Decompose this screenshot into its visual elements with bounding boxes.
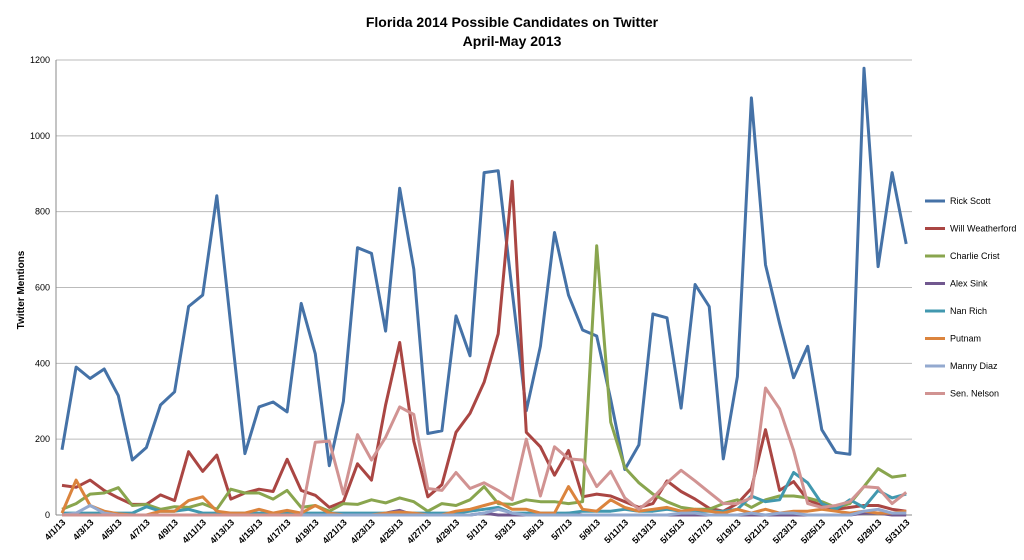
gridlines bbox=[55, 59, 912, 516]
x-tick-label: 4/21/13 bbox=[321, 517, 349, 545]
x-tick-label: 4/25/13 bbox=[377, 517, 405, 545]
x-tick-label: 4/3/13 bbox=[71, 517, 96, 542]
y-tick-label: 400 bbox=[35, 358, 50, 368]
x-tick-label: 4/29/13 bbox=[433, 517, 461, 545]
x-tick-label: 5/13/13 bbox=[630, 517, 658, 545]
series-line-rick-scott bbox=[60, 66, 908, 471]
y-tick-label: 0 bbox=[45, 510, 50, 520]
chart-subtitle: April-May 2013 bbox=[463, 33, 562, 49]
x-tick-label: 4/19/13 bbox=[292, 517, 320, 545]
x-tick-label: 5/29/13 bbox=[855, 517, 883, 545]
x-tick-label: 5/19/13 bbox=[714, 517, 742, 545]
y-tick-label: 200 bbox=[35, 434, 50, 444]
y-tick-label: 1200 bbox=[30, 55, 50, 65]
x-tick-label: 5/1/13 bbox=[465, 517, 490, 542]
x-tick-label: 5/23/13 bbox=[771, 517, 799, 545]
series-line-will-weatherford bbox=[61, 179, 907, 513]
legend: Rick Scott Will Weatherford Charlie Crist A… bbox=[925, 196, 1016, 399]
x-tick-label: 4/23/13 bbox=[349, 517, 377, 545]
x-tick-label: 5/15/13 bbox=[658, 517, 686, 545]
x-tick-label: 5/7/13 bbox=[549, 517, 574, 542]
x-tick-label: 5/11/13 bbox=[602, 517, 630, 545]
x-tick-label: 5/25/13 bbox=[799, 517, 827, 545]
series-line-charlie-crist bbox=[61, 244, 907, 513]
series-line-nan-rich bbox=[62, 471, 907, 515]
legend-entry: Rick Scott bbox=[950, 196, 991, 206]
x-tick-label: 4/9/13 bbox=[155, 517, 180, 542]
x-tick-label: 5/17/13 bbox=[686, 517, 714, 545]
x-axis-ticks: 4/1/13 4/3/13 4/5/13 4/7/13 4/9/13 4/11/13 4/1… bbox=[43, 517, 912, 545]
chart-title: Florida 2014 Possible Candidates on Twit… bbox=[366, 14, 659, 30]
x-tick-label: 4/13/13 bbox=[208, 517, 236, 545]
x-tick-label: 5/5/13 bbox=[521, 517, 546, 542]
x-tick-label: 4/5/13 bbox=[99, 517, 124, 542]
x-tick-label: 4/27/13 bbox=[405, 517, 433, 545]
legend-entry: Nan Rich bbox=[950, 306, 987, 316]
x-tick-label: 5/21/13 bbox=[743, 517, 771, 545]
legend-entry: Putnam bbox=[950, 334, 981, 344]
y-axis-ticks: 0 200 400 600 800 1000 1200 bbox=[30, 55, 50, 520]
legend-entry: Will Weatherford bbox=[950, 224, 1016, 234]
x-tick-label: 4/15/13 bbox=[236, 517, 264, 545]
legend-entry: Manny Diaz bbox=[950, 361, 998, 371]
x-tick-label: 4/1/13 bbox=[43, 517, 68, 542]
y-tick-label: 1000 bbox=[30, 131, 50, 141]
x-tick-label: 5/31/13 bbox=[883, 517, 911, 545]
y-tick-label: 800 bbox=[35, 207, 50, 217]
series-line-putnam bbox=[60, 478, 907, 517]
x-tick-label: 4/11/13 bbox=[180, 517, 208, 545]
x-tick-label: 5/9/13 bbox=[577, 517, 602, 542]
series-lines bbox=[60, 66, 908, 517]
x-tick-label: 5/3/13 bbox=[493, 517, 518, 542]
legend-entry: Sen. Nelson bbox=[950, 389, 999, 399]
y-axis-label: Twitter Mentions bbox=[16, 250, 27, 329]
legend-entry: Alex Sink bbox=[950, 279, 988, 289]
y-tick-label: 600 bbox=[35, 283, 50, 293]
legend-entry: Charlie Crist bbox=[950, 251, 1000, 261]
x-tick-label: 4/17/13 bbox=[264, 517, 292, 545]
x-tick-label: 4/7/13 bbox=[127, 517, 152, 542]
series-line-sen-nelson bbox=[62, 386, 908, 517]
x-tick-label: 5/27/13 bbox=[827, 517, 855, 545]
